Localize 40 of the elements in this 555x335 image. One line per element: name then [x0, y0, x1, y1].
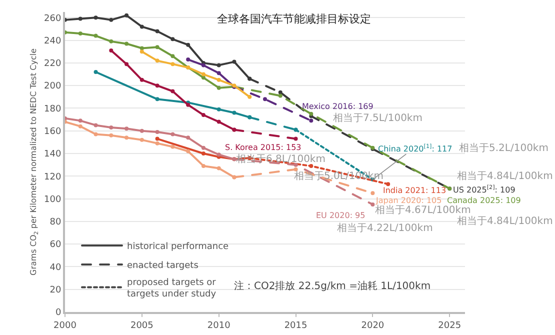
annotation: 相当于4.67L/100km	[375, 204, 471, 216]
y-tick-label: 160	[44, 127, 62, 138]
annotation: EU 2020: 95	[316, 211, 366, 220]
y-tick-label: 180	[44, 104, 62, 114]
annotation: 相当于4.84L/100km	[457, 170, 553, 182]
y-tick-label: 40	[50, 262, 62, 273]
y-tick-label: 0	[55, 308, 62, 318]
x-tick-label: 2020	[361, 320, 384, 331]
y-tick-label: 200	[44, 82, 62, 92]
annotation: China 2020$^{[1]}$: 117	[378, 143, 452, 154]
legend-label: enacted targets	[127, 261, 199, 272]
annotation: US 2025$^{[2]}$: 109	[453, 184, 516, 194]
y-tick-label: 60	[50, 240, 62, 250]
chart-title: 全球各国汽车节能减排目标设定	[217, 12, 372, 26]
x-tick-label: 2010	[207, 320, 231, 331]
annotation: 相当于5.2L/100km	[459, 142, 548, 154]
annotation: Mexico 2016: 169	[302, 102, 374, 111]
y-tick-label: 140	[44, 150, 62, 160]
legend-label: proposed targets or targets under study	[127, 278, 217, 300]
y-tick-label: 260	[44, 14, 62, 24]
y-tick-label: 100	[44, 194, 62, 205]
y-tick-label: 80	[50, 218, 62, 228]
annotation: 相当于4.22L/100km	[337, 222, 433, 234]
x-tick-label: 2025	[438, 320, 462, 331]
annotation: 相当于6.8L/100km	[236, 153, 326, 165]
annotation: 注：CO2排放 22.5g/km =油耗 1L/100km	[234, 280, 431, 292]
annotation: India 2021: 113	[383, 186, 446, 195]
x-tick-label: 2000	[54, 320, 77, 331]
legend-label: historical performance	[127, 242, 230, 252]
annotation: S. Korea 2015: 153	[225, 143, 302, 152]
x-tick-label: 2005	[130, 320, 154, 331]
y-tick-label: 20	[50, 286, 62, 296]
annotation: 相当于7.5L/100km	[333, 112, 422, 124]
y-tick-label: 220	[44, 59, 62, 70]
x-tick-label: 2015	[284, 320, 308, 331]
y-tick-label: 240	[44, 36, 62, 46]
annotation: Japan 2020: 105	[375, 196, 442, 205]
y-tick-label: 120	[44, 172, 62, 182]
annotation: 相当于4.84L/100km	[457, 215, 553, 227]
annotation: Canada 2025: 109	[447, 196, 521, 205]
